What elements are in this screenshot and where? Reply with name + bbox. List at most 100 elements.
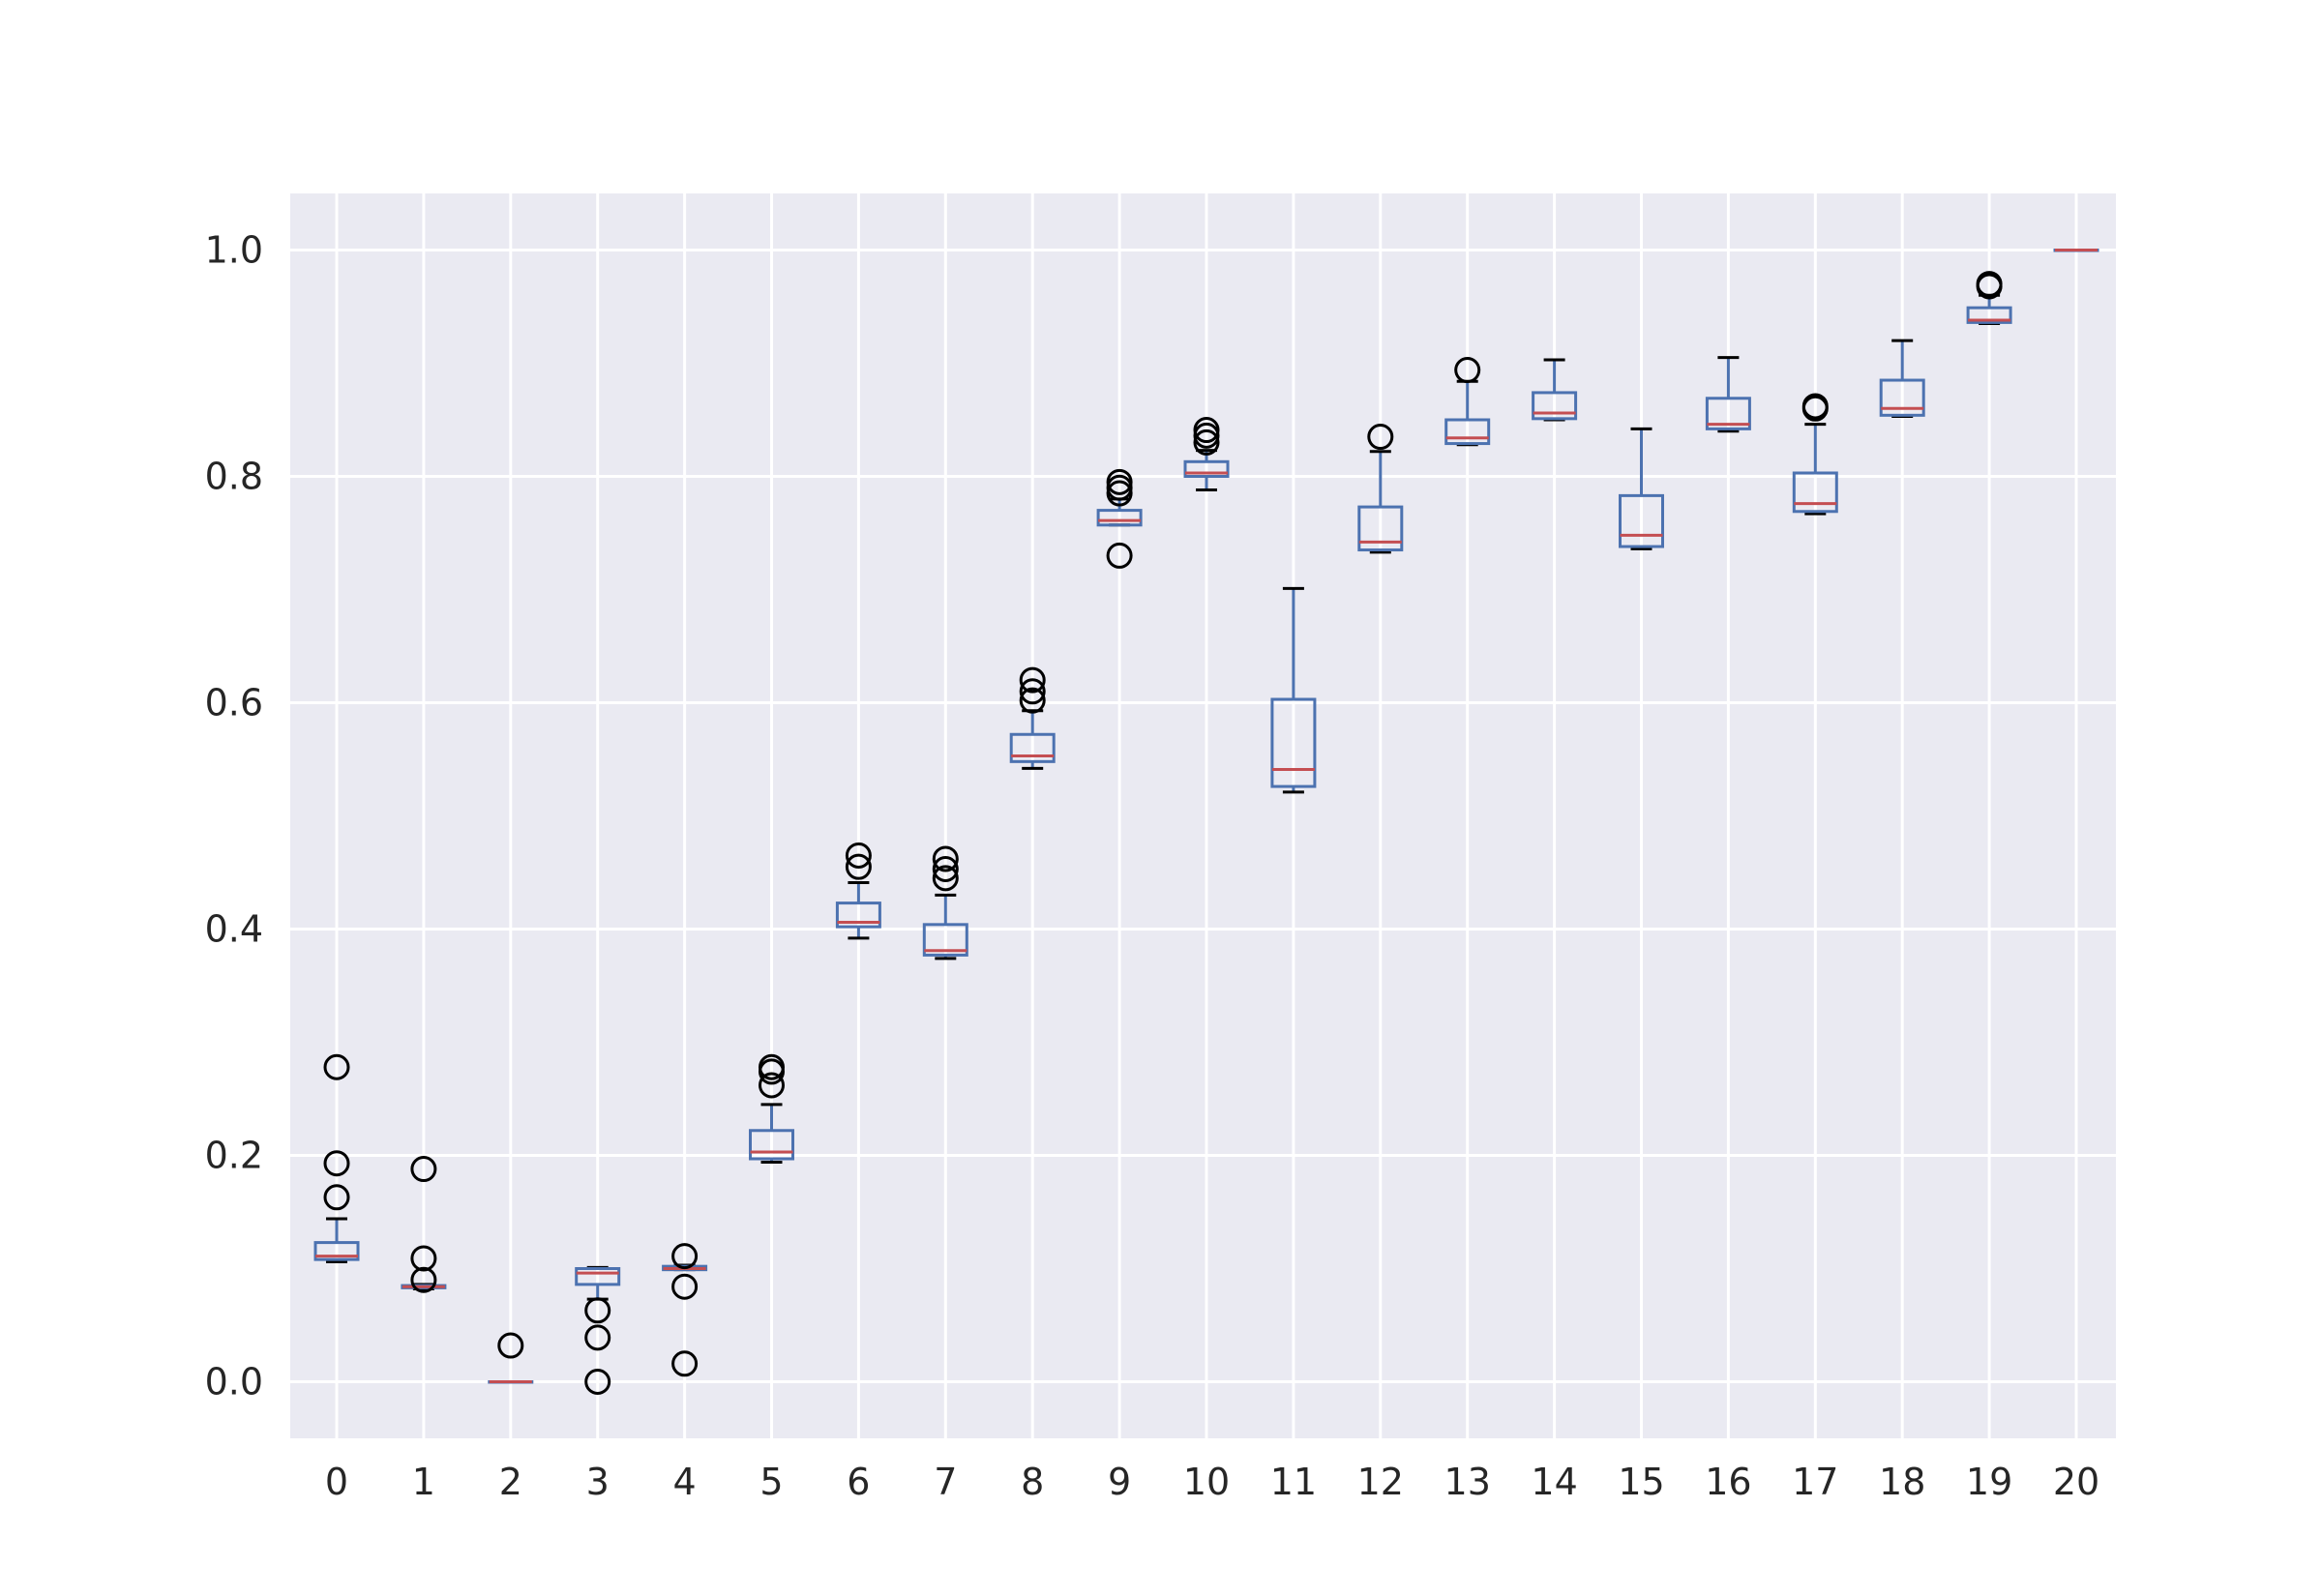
outlier-point	[323, 1150, 350, 1177]
x-tick-label: 19	[1966, 1461, 2012, 1503]
outlier-point	[845, 842, 872, 869]
y-tick-label: 1.0	[205, 229, 263, 272]
box-item-6	[835, 842, 881, 940]
x-tick-label: 2	[499, 1461, 522, 1503]
outlier-point	[932, 865, 959, 892]
box-iqr	[1532, 391, 1578, 421]
box-iqr	[1879, 378, 1925, 417]
box-iqr	[1270, 697, 1317, 788]
x-tick-label: 1	[412, 1461, 435, 1503]
box-iqr	[313, 1241, 360, 1261]
box-item-7	[922, 845, 968, 961]
box-item-18	[1879, 339, 1925, 418]
outlier-point	[1454, 357, 1481, 384]
x-tick-label: 18	[1879, 1461, 1925, 1503]
box-item-11	[1270, 586, 1317, 794]
y-tick-label: 0.0	[205, 1361, 263, 1404]
x-tick-label: 0	[325, 1461, 348, 1503]
outlier-point	[584, 1297, 611, 1324]
x-tick-label: 7	[934, 1461, 957, 1503]
box-item-13	[1444, 357, 1491, 447]
box-item-0	[313, 1053, 360, 1263]
box-item-9	[1096, 468, 1143, 569]
box-iqr	[749, 1129, 794, 1161]
box-item-17	[1792, 393, 1838, 516]
x-tick-label: 12	[1357, 1461, 1404, 1503]
x-tick-label: 6	[847, 1461, 870, 1503]
box-iqr	[922, 923, 968, 957]
box-iqr	[1619, 493, 1664, 548]
box-item-3	[575, 1265, 621, 1395]
outlier-point	[584, 1369, 611, 1395]
box-iqr	[1096, 509, 1143, 527]
outlier-point	[584, 1324, 611, 1351]
box-series	[313, 249, 2099, 1395]
box-iqr	[1009, 732, 1056, 763]
x-tick-label: 4	[673, 1461, 697, 1503]
x-tick-label: 14	[1531, 1461, 1577, 1503]
x-tick-label: 9	[1108, 1461, 1131, 1503]
x-tick-label: 8	[1021, 1461, 1044, 1503]
box-iqr	[1444, 418, 1491, 446]
outlier-point	[410, 1245, 437, 1272]
box-item-12	[1357, 424, 1404, 554]
outlier-point	[1106, 542, 1133, 569]
box-iqr	[835, 901, 881, 929]
plot-area-background	[290, 193, 2116, 1438]
y-tick-label: 0.8	[205, 456, 263, 498]
y-tick-label: 0.6	[205, 682, 263, 724]
outlier-point	[1019, 666, 1046, 694]
x-tick-label: 16	[1705, 1461, 1751, 1503]
box-iqr	[575, 1267, 621, 1286]
x-axis-tick-labels: 0 1 2 3 4 5 6 7 8 9 10 11 12 13 14 15 16 17 18 19 20	[325, 1461, 2099, 1503]
x-tick-label: 10	[1183, 1461, 1230, 1503]
box-item-8	[1009, 666, 1056, 770]
outlier-point	[1019, 678, 1046, 705]
y-tick-label: 0.2	[205, 1135, 263, 1177]
outlier-point	[323, 1184, 350, 1211]
x-tick-label: 17	[1792, 1461, 1838, 1503]
grid-lines	[290, 193, 2116, 1438]
box-item-2	[488, 1332, 534, 1384]
outlier-point	[845, 853, 872, 880]
outlier-point	[759, 1072, 785, 1099]
box-item-1	[401, 1156, 447, 1293]
outlier-point	[1193, 417, 1220, 444]
y-tick-label: 0.4	[205, 908, 263, 951]
x-tick-label: 11	[1270, 1461, 1317, 1503]
box-item-14	[1532, 358, 1578, 422]
outlier-point	[1367, 424, 1394, 451]
outlier-point	[671, 1243, 699, 1270]
box-item-15	[1619, 427, 1664, 550]
box-item-19	[1966, 271, 2012, 326]
x-tick-label: 15	[1618, 1461, 1664, 1503]
outlier-point	[1193, 429, 1220, 456]
y-axis-tick-labels: 0.0 0.2 0.4 0.6 0.8 1.0	[205, 229, 263, 1404]
x-tick-label: 3	[586, 1461, 610, 1503]
outlier-point	[1019, 687, 1046, 714]
outlier-point	[932, 845, 959, 872]
outlier-point	[1976, 271, 2003, 298]
outlier-point	[497, 1332, 524, 1359]
outlier-point	[410, 1156, 437, 1183]
box-iqr	[1357, 505, 1404, 552]
outlier-point	[410, 1266, 437, 1293]
box-item-10	[1183, 417, 1230, 492]
x-tick-label: 13	[1444, 1461, 1491, 1503]
outlier-point	[759, 1053, 785, 1080]
outlier-point	[323, 1053, 350, 1080]
box-item-4	[662, 1243, 708, 1377]
outlier-point	[1106, 468, 1133, 495]
x-tick-label: 20	[2053, 1461, 2099, 1503]
box-item-16	[1705, 356, 1751, 433]
outlier-point	[671, 1350, 699, 1377]
outlier-point	[1801, 393, 1829, 420]
box-iqr	[1183, 459, 1230, 479]
outlier-point	[932, 855, 959, 882]
outlier-point	[671, 1273, 699, 1300]
box-iqr	[1792, 471, 1838, 514]
box-item-5	[749, 1053, 794, 1165]
box-iqr	[1966, 306, 2012, 324]
